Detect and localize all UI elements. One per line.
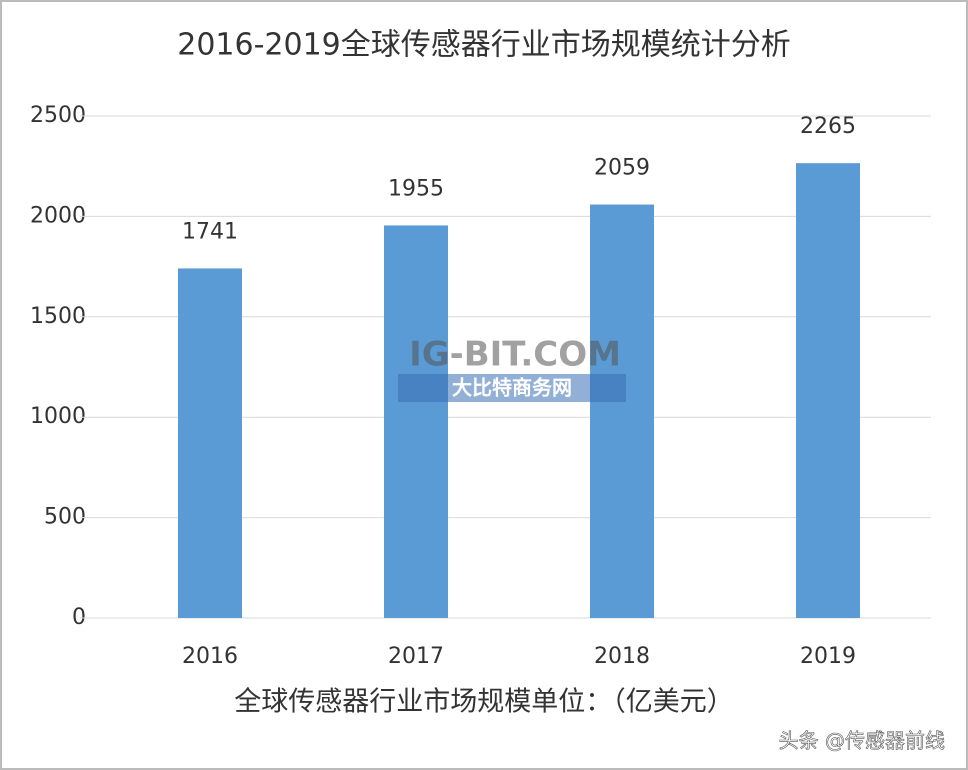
bar <box>178 268 242 618</box>
plot: 0 500 1000 1500 2000 2500 2016 1741 2017 1955 2018… <box>30 103 931 669</box>
y-tick-label: 1500 <box>30 304 86 329</box>
credit: 头条 @传感器前线 <box>779 729 945 753</box>
x-tick-label: 2017 <box>388 644 444 669</box>
bar <box>384 225 448 618</box>
x-tick-label: 2019 <box>800 644 856 669</box>
y-tick-label: 2500 <box>30 103 86 128</box>
bar <box>796 163 860 619</box>
y-tick-label: 500 <box>44 505 86 530</box>
data-label: 2265 <box>800 114 856 139</box>
chart-title: 2016-2019全球传感器行业市场规模统计分析 <box>177 28 791 63</box>
y-tick-label: 0 <box>72 605 86 630</box>
data-label: 1741 <box>182 219 238 244</box>
watermark-site: IG-BIT.COM <box>409 335 621 375</box>
data-label: 1955 <box>388 176 444 201</box>
x-axis-label: 全球传感器行业市场规模单位：（亿美元） <box>234 687 734 718</box>
x-tick-label: 2016 <box>182 644 238 669</box>
watermark: IG-BIT.COM 大比特商务网 <box>398 335 626 402</box>
y-tick-label: 1000 <box>30 404 86 429</box>
bar <box>590 204 654 618</box>
y-tick-label: 2000 <box>30 203 86 228</box>
watermark-name: 大比特商务网 <box>452 376 572 400</box>
x-tick-label: 2018 <box>594 644 650 669</box>
data-label: 2059 <box>594 156 650 181</box>
watermark-band <box>398 374 626 402</box>
